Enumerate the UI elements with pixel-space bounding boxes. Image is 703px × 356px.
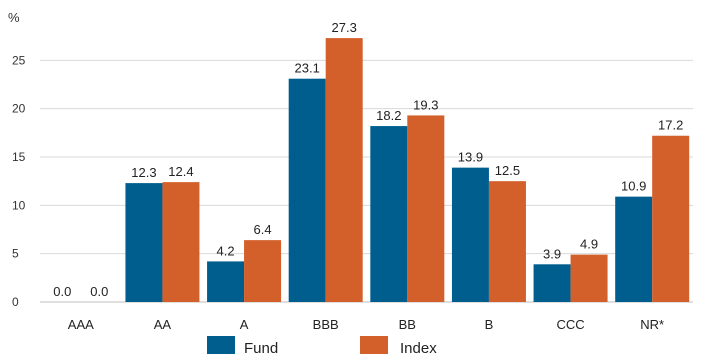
data-label-index: 4.9 (580, 237, 598, 252)
bar-fund (207, 261, 245, 302)
bars (125, 38, 690, 302)
data-label-fund: 23.1 (295, 61, 320, 76)
y-axis-ticks: 0 5 10 15 20 25 (12, 53, 26, 309)
bar-fund (370, 126, 408, 302)
data-label-index: 12.4 (168, 164, 193, 179)
data-label-fund: 10.9 (621, 179, 646, 194)
data-label-index: 27.3 (332, 20, 357, 35)
x-tick-label: BBB (313, 317, 339, 332)
x-axis-ticks: AAA AA A BBB BB B CCC NR* (68, 317, 664, 332)
data-label-fund: 18.2 (376, 108, 401, 123)
bar-fund (125, 183, 163, 302)
data-labels: 0.0 0.0 12.3 12.4 4.2 6.4 23.1 27.3 18.2 19.3 13.9… (53, 20, 683, 299)
bar-index (407, 115, 445, 302)
x-tick-label: BB (399, 317, 416, 332)
y-tick-label: 20 (12, 102, 26, 116)
bar-fund (615, 196, 653, 302)
x-tick-label: NR* (640, 317, 664, 332)
data-label-index: 6.4 (254, 222, 272, 237)
y-tick-label: 0 (12, 295, 19, 309)
x-tick-label: B (485, 317, 494, 332)
bar-fund (451, 167, 489, 302)
bar-index (325, 38, 363, 302)
legend: Fund Index (207, 336, 437, 356)
bar-fund (533, 264, 571, 302)
data-label-fund: 3.9 (543, 246, 561, 261)
x-tick-label: AA (154, 317, 172, 332)
data-label-fund: 0.0 (53, 284, 71, 299)
data-label-fund: 13.9 (458, 150, 483, 165)
bar-index (570, 254, 608, 302)
data-label-index: 19.3 (413, 97, 438, 112)
legend-swatch-fund (207, 336, 235, 354)
bar-index (488, 181, 526, 302)
bar-index (652, 135, 690, 302)
bar-index (244, 240, 282, 302)
y-tick-label: 25 (12, 53, 26, 67)
y-tick-label: 10 (12, 198, 26, 212)
x-tick-label: CCC (556, 317, 584, 332)
legend-label-fund: Fund (244, 340, 278, 356)
x-tick-label: A (240, 317, 249, 332)
data-label-index: 17.2 (658, 118, 683, 133)
data-label-fund: 4.2 (217, 243, 235, 258)
y-tick-label: 5 (12, 247, 19, 261)
legend-swatch-index (360, 336, 388, 354)
data-label-fund: 12.3 (131, 165, 156, 180)
legend-label-index: Index (400, 340, 437, 356)
data-label-index: 0.0 (90, 284, 108, 299)
y-tick-label: 15 (12, 150, 26, 164)
y-axis-unit-label: % (8, 10, 20, 25)
bar-fund (288, 78, 326, 302)
data-label-index: 12.5 (495, 163, 520, 178)
bar-index (162, 182, 200, 302)
x-tick-label: AAA (68, 317, 94, 332)
